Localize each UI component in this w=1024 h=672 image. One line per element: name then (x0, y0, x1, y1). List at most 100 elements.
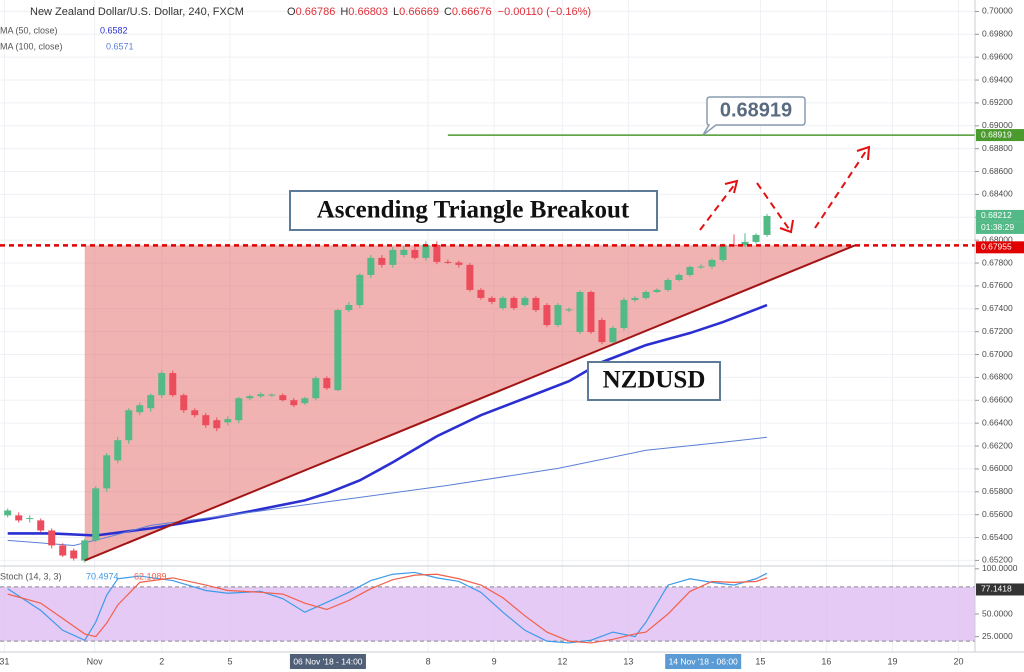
candle-body (466, 264, 474, 290)
candle-body (763, 215, 771, 235)
y-tick-label: 0.66800 (982, 372, 1013, 382)
candle-body (345, 305, 353, 311)
candle-body (246, 396, 254, 399)
countdown-label: 01:38:29 (981, 222, 1014, 232)
x-tick-label: 2 (159, 656, 164, 666)
y-tick-label: 0.69000 (982, 120, 1013, 130)
candle-body (378, 257, 386, 265)
arrow (699, 183, 736, 231)
candle-body (70, 550, 78, 559)
candle-body (356, 274, 364, 306)
stoch-legend-name: Stoch (14, 3, 3) (0, 571, 62, 581)
time-axis (0, 652, 1024, 672)
candle-body (477, 289, 485, 298)
candle-body (741, 241, 749, 246)
price-callout (702, 96, 806, 136)
candle-body (697, 266, 705, 268)
candle-body (653, 289, 661, 292)
ohlc-letter: L (393, 6, 399, 18)
candle-body (290, 400, 298, 406)
candle-body (444, 261, 452, 263)
arrow-head (779, 219, 794, 234)
annotation: Ascending Triangle Breakout (317, 197, 630, 224)
candle-body (642, 291, 650, 298)
y-tick-label: 0.66400 (982, 417, 1013, 427)
candle-body (510, 297, 518, 309)
ma-legend-value: 0.6582 (100, 25, 128, 35)
candle-body (620, 299, 628, 329)
y-tick-label: 0.66000 (982, 463, 1013, 473)
candle-body (455, 262, 463, 265)
candle-body (565, 309, 573, 311)
ohlc-change: −0.00110 (−0.16%) (498, 6, 591, 18)
projection-arrows (699, 145, 871, 234)
stoch-line (7, 571, 768, 644)
annotation-box (587, 361, 721, 401)
y-tick-label: 0.69800 (982, 29, 1013, 39)
candle-body (521, 297, 529, 306)
arrow-head (856, 145, 871, 161)
y-tick-label: 0.65600 (982, 509, 1013, 519)
trendline (84, 244, 856, 562)
candle-body (532, 297, 540, 311)
candle-body (730, 244, 738, 246)
plot-layer (0, 0, 1024, 652)
ohlc-legend: O0.66786 H0.66803 L0.66669 C0.66676 −0.00110… (287, 6, 591, 18)
level-label: 0.68919 (981, 129, 1012, 139)
range-label-bg (665, 654, 742, 669)
y-tick-label: 0.67400 (982, 303, 1013, 313)
x-tick-label: 13 (623, 656, 633, 666)
ohlc-letter: C (444, 6, 452, 18)
candle-body (719, 244, 727, 260)
arrow (756, 182, 790, 230)
candle-body (323, 378, 331, 389)
candle-body (752, 234, 760, 242)
range-label-bg (289, 654, 366, 669)
candle-body (334, 310, 342, 391)
x-tick-label: 19 (887, 656, 897, 666)
candle-body (136, 405, 144, 413)
candle-body (312, 378, 320, 399)
stoch-legend-value: 62.1089 (134, 571, 167, 581)
moving-average (7, 303, 768, 537)
candle-body (411, 249, 419, 258)
stoch-current-label-bg (976, 583, 1024, 596)
y-tick-label: 0.69200 (982, 97, 1013, 107)
level-label: 0.67955 (981, 242, 1012, 252)
candle-body (15, 515, 23, 521)
y-tick-label: 50.0000 (982, 608, 1013, 618)
candle-body (158, 373, 166, 396)
candle-body (92, 488, 100, 541)
annotation-box (289, 190, 658, 231)
candle-body (433, 244, 441, 262)
candle-body (59, 545, 67, 556)
x-tick-label: Nov (87, 656, 104, 666)
candle-body (422, 244, 430, 258)
candle-body (587, 291, 595, 333)
x-tick-label: 15 (755, 656, 765, 666)
candle-body (499, 297, 507, 309)
instrument-title: New Zealand Dollar/U.S. Dollar, 240, FXC… (30, 6, 244, 18)
stoch-legend-value: 70.4974 (86, 571, 119, 581)
x-tick-label: 8 (426, 656, 431, 666)
x-tick-label: 9 (492, 656, 497, 666)
y-tick-label: 0.65800 (982, 486, 1013, 496)
candle-body (147, 395, 155, 409)
level-label-bg (976, 241, 1024, 254)
candle-body (400, 249, 408, 255)
y-tick-label: 0.70000 (982, 6, 1013, 16)
candle-body (202, 415, 210, 426)
x-tick-label: 16 (821, 656, 831, 666)
y-tick-label: 0.65400 (982, 532, 1013, 542)
y-tick-label: 0.65200 (982, 555, 1013, 565)
y-tick-label: 0.67200 (982, 326, 1013, 336)
ohlc-value: 0.66669 (399, 6, 439, 18)
stoch-line (7, 573, 768, 644)
y-tick-label: 0.68400 (982, 189, 1013, 199)
y-tick-label: 0.67600 (982, 280, 1013, 290)
x-tick-label: 31 (0, 656, 9, 666)
range-label: 06 Nov '18 - 14:00 (293, 656, 362, 666)
